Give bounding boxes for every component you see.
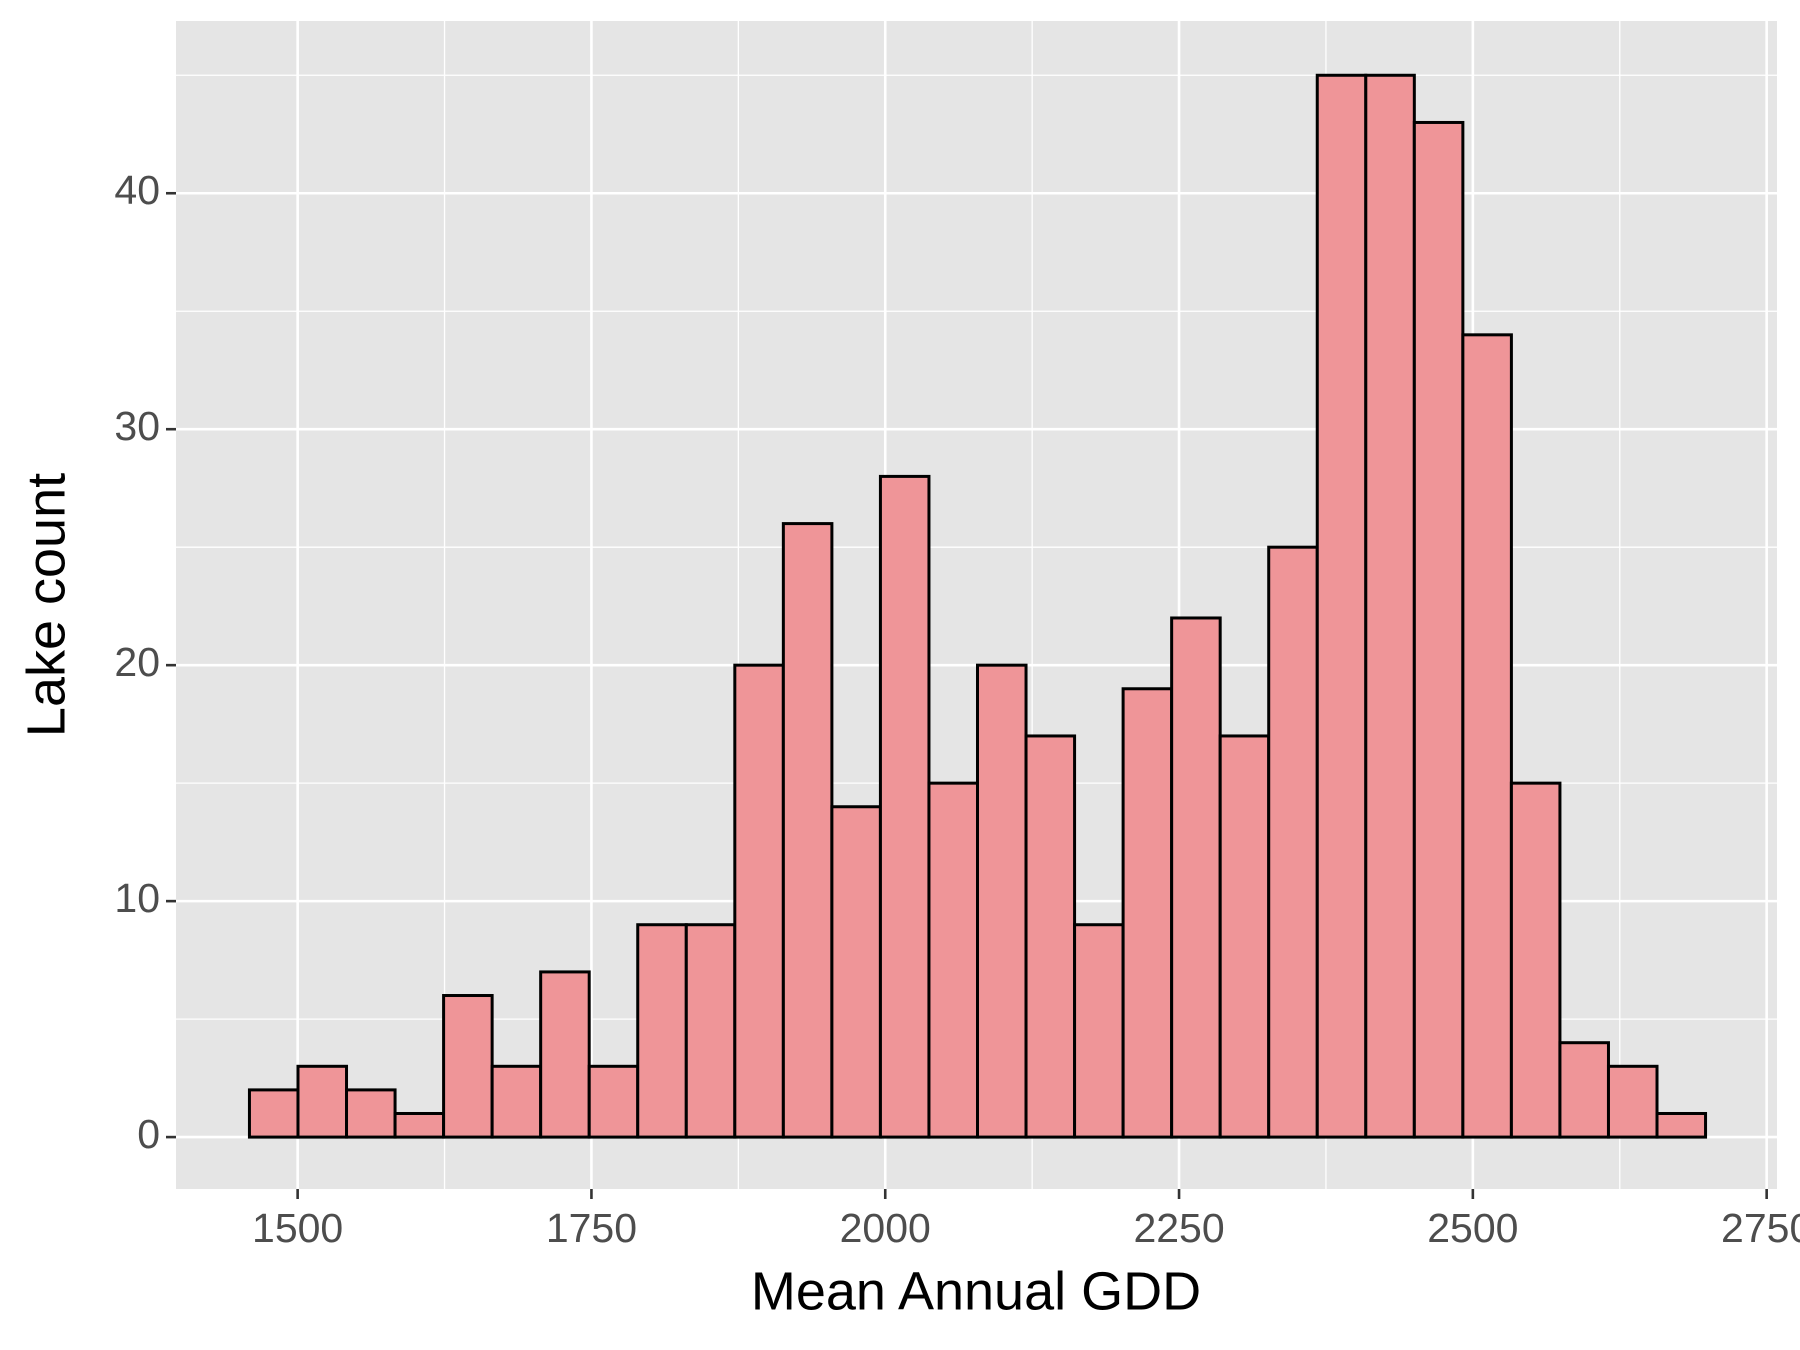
bar [1461, 333, 1513, 1139]
y-tick-label: 10 [114, 875, 160, 921]
x-axis-title: Mean Annual GDD [751, 1261, 1201, 1321]
y-tick-label: 30 [114, 403, 160, 449]
y-tick-label: 20 [114, 639, 160, 685]
bar [684, 923, 737, 1139]
y-tick-label: 40 [114, 167, 160, 213]
y-tick-label: 0 [137, 1111, 160, 1157]
bar [1073, 923, 1125, 1139]
x-tick-label: 2250 [1133, 1205, 1224, 1251]
bar [1170, 616, 1222, 1139]
bar [1024, 734, 1077, 1139]
bar [296, 1064, 349, 1139]
x-tick-label: 2000 [840, 1205, 931, 1251]
x-tick-label: 1750 [546, 1205, 637, 1251]
bar [1218, 734, 1271, 1139]
bar [975, 663, 1028, 1139]
bar [733, 663, 785, 1139]
bar [1364, 73, 1416, 1139]
bar [1412, 120, 1465, 1139]
x-tick-label: 1500 [252, 1205, 343, 1251]
bar [1558, 1041, 1610, 1139]
bar [442, 994, 494, 1139]
bar [393, 1111, 446, 1139]
x-tick-label: 2750 [1721, 1205, 1800, 1251]
x-tick-label: 2500 [1427, 1205, 1518, 1251]
bar [1509, 781, 1562, 1139]
bar [1606, 1064, 1659, 1139]
bar [1315, 73, 1368, 1139]
bar [830, 805, 882, 1139]
bar [1121, 687, 1174, 1139]
bar [539, 970, 591, 1139]
bar [490, 1064, 543, 1139]
bar [636, 923, 688, 1139]
y-axis-title: Lake count [16, 473, 76, 737]
bar [1655, 1111, 1708, 1139]
bar [781, 522, 834, 1139]
bar [878, 474, 931, 1139]
bar [345, 1088, 397, 1139]
bar [927, 781, 979, 1139]
bar [587, 1064, 640, 1139]
bar [1267, 545, 1319, 1139]
bar [247, 1088, 300, 1139]
